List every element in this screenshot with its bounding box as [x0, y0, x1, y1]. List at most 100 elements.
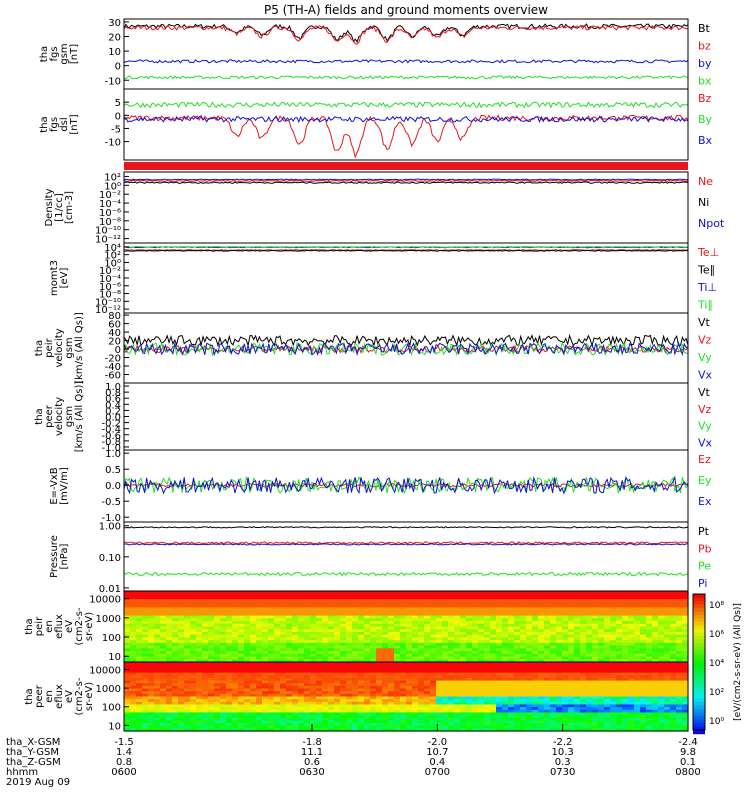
heatmap-cell — [352, 683, 359, 687]
heatmap-cell — [256, 618, 263, 622]
heatmap-cell — [682, 593, 689, 598]
heatmap-cell — [220, 623, 227, 628]
heatmap-cell — [142, 662, 149, 666]
heatmap-cell — [154, 662, 161, 666]
heatmap-cell — [472, 669, 479, 674]
heatmap-cell — [538, 720, 545, 724]
heatmap-cell — [604, 693, 611, 698]
heatmap-cell — [232, 651, 239, 655]
heatmap-cell — [448, 610, 455, 614]
y-tick-label: 20 — [108, 33, 121, 44]
heatmap-cell — [250, 651, 257, 655]
heatmap-cell — [442, 626, 449, 630]
heatmap-cell — [232, 631, 239, 636]
heatmap-cell — [472, 591, 479, 595]
heatmap-cell — [154, 675, 161, 679]
heatmap-cell — [286, 693, 293, 698]
heatmap-cell — [358, 618, 365, 622]
heatmap-cell — [532, 596, 539, 600]
heatmap-cell — [364, 629, 371, 633]
legend-entry: Vt — [698, 386, 711, 399]
heatmap-cell — [544, 645, 551, 649]
heatmap-cell — [478, 669, 485, 674]
heatmap-cell — [238, 717, 245, 721]
heatmap-cell — [634, 699, 641, 703]
heatmap-cell — [388, 596, 395, 600]
heatmap-cell — [394, 691, 401, 695]
heatmap-cell — [172, 669, 179, 674]
heatmap-cell — [454, 634, 461, 639]
heatmap-cell — [304, 648, 311, 652]
heatmap-cell — [556, 725, 563, 729]
heatmap-cell — [466, 725, 473, 729]
heatmap-cell — [490, 725, 497, 729]
heatmap-cell — [394, 699, 401, 703]
heatmap-cell — [124, 675, 131, 679]
heatmap-cell — [622, 615, 629, 619]
heatmap-cell — [472, 640, 479, 644]
heatmap-cell — [202, 712, 209, 716]
heatmap-cell — [628, 723, 635, 727]
heatmap-cell — [394, 725, 401, 729]
heatmap-cell — [466, 693, 473, 698]
heatmap-cell — [532, 662, 539, 666]
heatmap-cell — [124, 712, 131, 716]
heatmap-cell — [460, 615, 467, 619]
heatmap-cell — [412, 691, 419, 695]
heatmap-cell — [184, 696, 191, 700]
heatmap-cell — [184, 693, 191, 698]
heatmap-cell — [298, 667, 305, 671]
heatmap-cell — [214, 725, 221, 729]
heatmap-cell — [658, 662, 665, 666]
heatmap-cell — [292, 593, 299, 598]
heatmap-cell — [526, 696, 533, 700]
heatmap-cell — [616, 712, 623, 716]
heatmap-cell — [190, 629, 197, 633]
heatmap-cell — [580, 675, 587, 679]
heatmap-cell — [508, 626, 515, 630]
heatmap-cell — [442, 669, 449, 674]
heatmap-cell — [154, 621, 161, 625]
heatmap-cell — [196, 610, 203, 614]
heatmap-cell — [424, 599, 431, 603]
heatmap-cell — [304, 699, 311, 703]
heatmap-cell — [448, 612, 455, 617]
heatmap-cell — [148, 607, 155, 611]
heatmap-cell — [154, 653, 161, 658]
heatmap-cell — [538, 699, 545, 703]
heatmap-cell — [190, 634, 197, 639]
heatmap-cell — [460, 720, 467, 724]
heatmap-cell — [412, 604, 419, 608]
heatmap-cell — [262, 599, 269, 603]
heatmap-cell — [322, 662, 329, 666]
heatmap-cell — [346, 596, 353, 600]
heatmap-cell — [448, 683, 455, 687]
heatmap-cell — [424, 662, 431, 666]
heatmap-cell — [502, 601, 509, 606]
heatmap-cell — [196, 715, 203, 719]
heatmap-cell — [166, 607, 173, 611]
heatmap-cell — [226, 648, 233, 652]
heatmap-cell — [610, 699, 617, 703]
heatmap-cell — [490, 712, 497, 716]
legend-entry: Ex — [698, 495, 712, 508]
heatmap-cell — [280, 717, 287, 721]
heatmap-cell — [304, 712, 311, 716]
heatmap-cell — [238, 621, 245, 625]
heatmap-cell — [682, 629, 689, 633]
heatmap-cell — [640, 623, 647, 628]
heatmap-cell — [514, 659, 521, 663]
heatmap-cell — [556, 675, 563, 679]
heatmap-cell — [292, 653, 299, 658]
heatmap-cell — [544, 618, 551, 622]
heatmap-cell — [538, 680, 545, 684]
heatmap-cell — [238, 626, 245, 630]
heatmap-cell — [148, 593, 155, 598]
series-line — [123, 24, 689, 45]
heatmap-cell — [292, 677, 299, 682]
heatmap-cell — [202, 626, 209, 630]
heatmap-cell — [484, 662, 491, 666]
heatmap-cell — [160, 659, 167, 663]
heatmap-cell — [292, 715, 299, 719]
heatmap-cell — [130, 707, 137, 711]
